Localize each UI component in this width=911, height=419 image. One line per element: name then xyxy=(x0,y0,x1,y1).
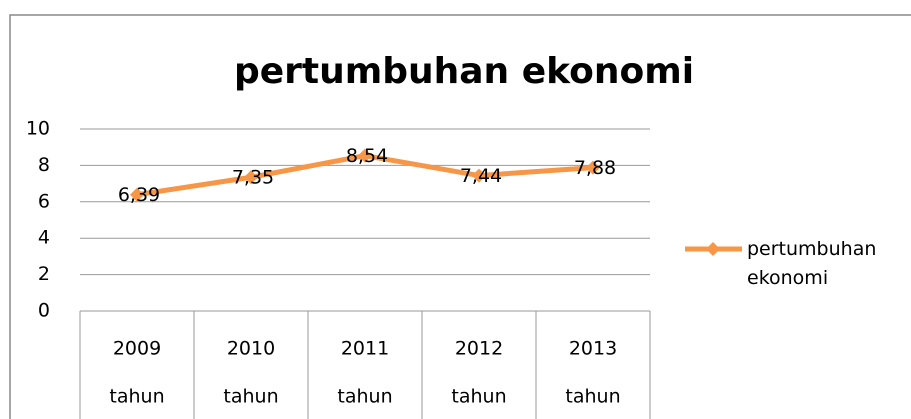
marker xyxy=(472,168,486,183)
legend-marker xyxy=(706,242,720,256)
data-label: 7,35 xyxy=(232,167,274,189)
chart-border xyxy=(9,14,911,419)
x-tick-label: 2009 xyxy=(113,338,161,360)
x-tick-sublabel: tahun xyxy=(337,386,392,408)
data-label: 6,39 xyxy=(118,184,160,206)
x-tick-sublabel: tahun xyxy=(223,386,278,408)
x-tick-label: 2013 xyxy=(569,338,617,360)
data-label: 7,88 xyxy=(574,157,616,179)
y-tick-label: 6 xyxy=(38,190,50,212)
x-tick-sublabel: tahun xyxy=(565,386,620,408)
x-tick-sublabel: tahun xyxy=(451,386,506,408)
marker xyxy=(358,148,372,163)
chart-title: pertumbuhan ekonomi xyxy=(234,51,694,92)
marker xyxy=(130,187,144,202)
marker xyxy=(586,160,600,175)
y-tick-label: 10 xyxy=(26,118,50,140)
legend-label: pertumbuhan ekonomi xyxy=(747,238,877,289)
x-tick-label: 2011 xyxy=(341,338,389,360)
y-tick-label: 8 xyxy=(38,154,50,176)
marker xyxy=(244,170,258,185)
y-tick-label: 4 xyxy=(38,227,50,249)
data-label: 8,54 xyxy=(346,145,388,167)
y-tick-label: 2 xyxy=(38,263,50,285)
x-tick-sublabel: tahun xyxy=(109,386,164,408)
x-tick-label: 2010 xyxy=(227,338,275,360)
y-tick-label: 0 xyxy=(38,300,50,322)
x-tick-label: 2012 xyxy=(455,338,503,360)
data-label: 7,44 xyxy=(460,165,502,187)
